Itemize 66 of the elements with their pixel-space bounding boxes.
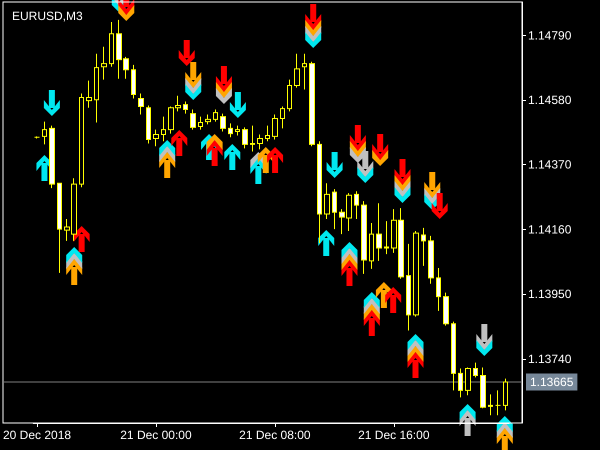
candlestick [354,190,359,220]
candlestick [242,126,248,149]
candlestick [480,367,486,409]
candlestick [220,113,226,132]
x-tick-label: 21 Dec 16:00 [358,428,430,442]
candlestick [34,136,40,140]
candlestick [280,106,285,129]
candlestick [198,116,203,130]
y-tick-label: 1.13740 [528,352,572,366]
candlestick [369,222,374,270]
candlestick [443,292,449,326]
y-tick-label: 1.14790 [528,28,572,42]
candlestick [458,368,463,398]
candlestick [250,125,255,152]
candlestick [190,109,196,130]
candlestick [376,202,382,262]
candlestick [257,134,263,150]
candlestick [436,267,441,312]
candlestick [413,230,419,318]
ref-line-label: 1.13665 [530,375,574,390]
candlestick [183,101,188,114]
candlestick [406,243,411,332]
y-tick-label: 1.13950 [528,287,572,302]
candlestick [465,367,471,396]
candlestick [473,362,478,378]
x-tick-label: 21 Dec 00:00 [120,428,192,442]
candlestick [49,125,55,189]
candlestick [138,93,144,115]
candlestick [309,61,315,147]
candlestick [451,321,456,391]
candlestick [294,53,300,88]
candlestick [205,114,211,125]
candlestick [317,140,322,244]
x-tick-label: 21 Dec 08:00 [239,428,311,442]
candlestick [265,125,270,142]
candlestick [153,129,159,147]
candlestick [421,227,426,266]
candlestick [146,105,151,144]
text: EURUSD,M3 [12,9,83,23]
candlestick [109,22,114,68]
candlestick [428,235,434,284]
candlestick [503,378,508,411]
y-tick-label: 1.14580 [528,93,572,108]
candlestick [101,46,107,80]
candlestick [324,182,330,220]
x-tick-label: 20 Dec 2018 [2,428,72,442]
candlestick [488,394,493,416]
candlestick [94,53,99,124]
y-tick-label: 1.14370 [528,158,572,172]
candlestick [57,182,62,274]
candlestick [79,93,84,188]
candlestick [161,116,166,142]
candlestick [332,188,337,230]
candlestick [131,64,136,99]
candlestick [228,122,233,138]
candlestick [213,109,218,122]
candlestick [302,53,307,90]
candlestick [235,125,240,136]
candlestick [287,79,292,112]
candlestick [384,220,389,255]
candlestick [272,114,278,140]
candlestick [86,80,92,108]
y-tick-label: 1.14160 [528,222,572,236]
candlestick [361,200,367,274]
candlestick [495,390,501,416]
candlestick [42,121,47,145]
